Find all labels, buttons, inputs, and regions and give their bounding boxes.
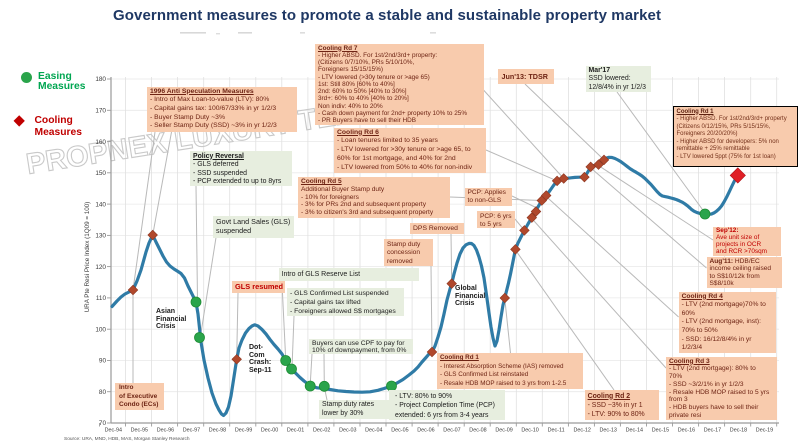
svg-text:Dec-94: Dec-94 — [105, 428, 122, 434]
svg-text:Dec-17: Dec-17 — [704, 428, 721, 434]
svg-text:Dec-98: Dec-98 — [209, 428, 226, 434]
svg-text:Dec-03: Dec-03 — [339, 428, 356, 434]
svg-text:Dec-19: Dec-19 — [756, 428, 773, 434]
svg-text:Dec-02: Dec-02 — [313, 428, 330, 434]
svg-text:120: 120 — [95, 264, 106, 271]
svg-text:Dec-07: Dec-07 — [443, 428, 460, 434]
svg-text:170: 170 — [95, 108, 106, 115]
svg-text:Dec-18: Dec-18 — [730, 428, 747, 434]
svg-text:100: 100 — [95, 326, 106, 333]
svg-text:110: 110 — [96, 295, 107, 302]
svg-text:Dec-12: Dec-12 — [574, 428, 591, 434]
svg-text:Dec-09: Dec-09 — [495, 428, 512, 434]
svg-text:Dec-00: Dec-00 — [261, 428, 278, 434]
svg-text:180: 180 — [95, 76, 106, 83]
svg-text:Dec-15: Dec-15 — [652, 428, 669, 434]
svg-text:Dec-11: Dec-11 — [548, 428, 565, 434]
svg-text:150: 150 — [95, 170, 106, 177]
svg-text:Dec-16: Dec-16 — [678, 428, 695, 434]
svg-text:Dec-99: Dec-99 — [235, 428, 252, 434]
svg-text:Dec-08: Dec-08 — [469, 428, 486, 434]
svg-text:URA Pte Resi Price Index (1Q09: URA Pte Resi Price Index (1Q09 = 100) — [84, 202, 91, 313]
svg-text:Dec-95: Dec-95 — [131, 428, 148, 434]
svg-text:130: 130 — [95, 233, 106, 240]
svg-text:160: 160 — [95, 139, 106, 146]
svg-text:Dec-13: Dec-13 — [600, 428, 617, 434]
svg-text:140: 140 — [95, 201, 106, 208]
svg-text:Dec-05: Dec-05 — [391, 428, 408, 434]
svg-text:70: 70 — [99, 420, 107, 427]
svg-text:90: 90 — [99, 358, 107, 365]
svg-text:80: 80 — [99, 389, 107, 396]
svg-text:Dec-06: Dec-06 — [417, 428, 434, 434]
svg-text:Dec-04: Dec-04 — [365, 428, 382, 434]
svg-text:Dec-97: Dec-97 — [183, 428, 200, 434]
svg-text:Dec-01: Dec-01 — [287, 428, 304, 434]
svg-text:Dec-96: Dec-96 — [157, 428, 174, 434]
svg-text:Dec-10: Dec-10 — [521, 428, 538, 434]
svg-text:Dec-14: Dec-14 — [626, 428, 643, 434]
